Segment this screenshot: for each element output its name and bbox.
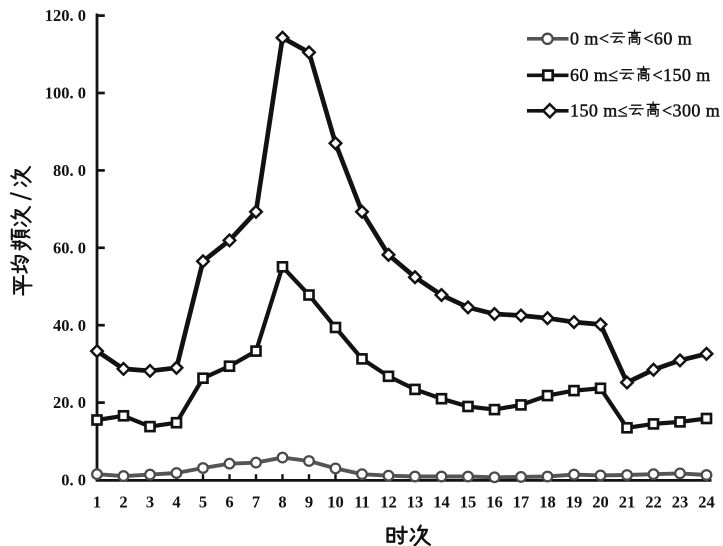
svg-text:11: 11 (354, 493, 370, 512)
svg-text:12: 12 (380, 493, 397, 512)
svg-text:60. 0: 60. 0 (53, 238, 86, 257)
svg-text:80. 0: 80. 0 (53, 161, 86, 180)
svg-text:17: 17 (513, 493, 530, 512)
svg-text:120. 0: 120. 0 (45, 6, 86, 25)
svg-text:16: 16 (486, 493, 503, 512)
svg-text:6: 6 (225, 493, 233, 512)
svg-text:2: 2 (119, 493, 127, 512)
svg-text:3: 3 (146, 493, 154, 512)
svg-text:7: 7 (252, 493, 260, 512)
svg-text:40. 0: 40. 0 (53, 316, 86, 335)
svg-text:13: 13 (407, 493, 424, 512)
svg-text:<300 m: <300 m (662, 101, 720, 121)
svg-text:20. 0: 20. 0 (53, 393, 86, 412)
svg-text:8: 8 (278, 493, 286, 512)
svg-text:1: 1 (93, 493, 101, 512)
svg-text:14: 14 (433, 493, 450, 512)
svg-text:20: 20 (592, 493, 609, 512)
svg-text:<60 m: <60 m (643, 29, 692, 49)
svg-text:10: 10 (327, 493, 344, 512)
svg-text:9: 9 (305, 493, 313, 512)
svg-text:23: 23 (672, 493, 689, 512)
svg-text:60 m≤: 60 m≤ (570, 65, 619, 85)
svg-text:0. 0: 0. 0 (61, 471, 86, 490)
svg-text:21: 21 (619, 493, 636, 512)
svg-text:15: 15 (460, 493, 477, 512)
svg-text:0 m<: 0 m< (570, 29, 609, 49)
svg-text:18: 18 (539, 493, 556, 512)
svg-text:22: 22 (645, 493, 662, 512)
svg-text:<150 m: <150 m (652, 65, 710, 85)
svg-text:19: 19 (566, 493, 583, 512)
svg-text:150 m≤: 150 m≤ (570, 101, 628, 121)
svg-text:100. 0: 100. 0 (45, 84, 86, 103)
svg-text:4: 4 (172, 493, 180, 512)
svg-text:24: 24 (698, 493, 715, 512)
svg-text:5: 5 (199, 493, 207, 512)
